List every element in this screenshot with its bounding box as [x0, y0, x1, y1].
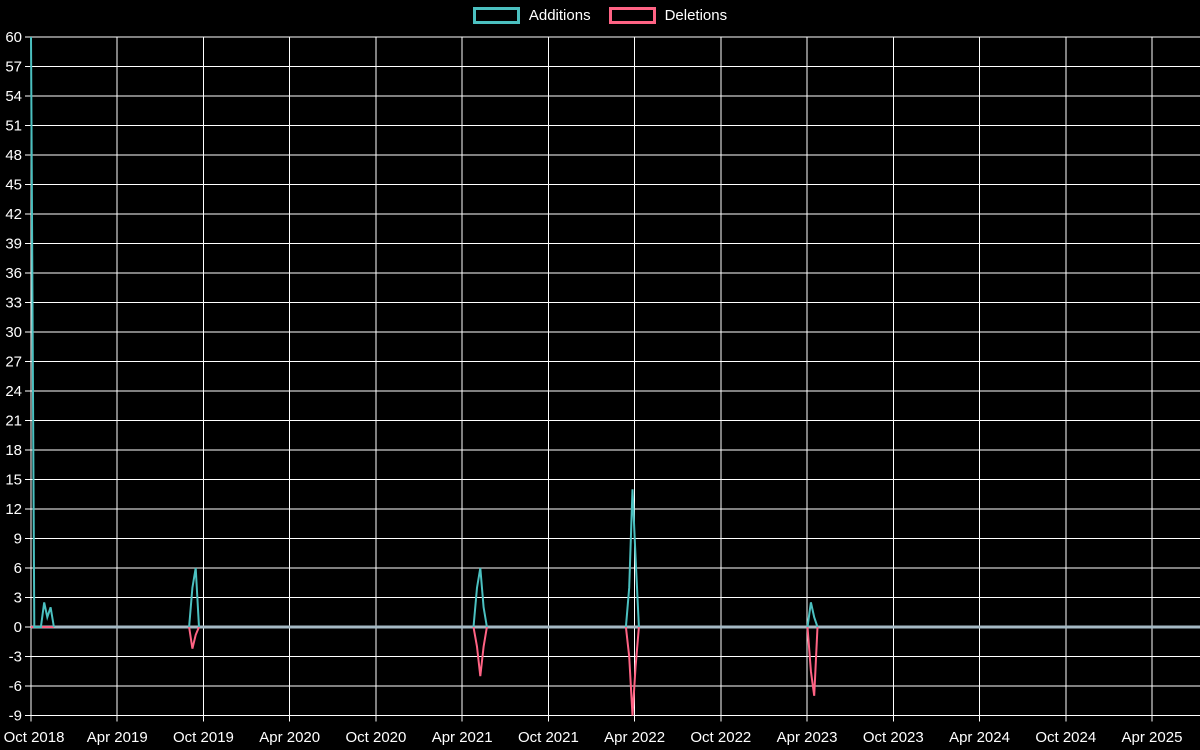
x-tick-label: Oct 2023: [863, 729, 924, 746]
y-tick-label: -9: [9, 707, 22, 724]
y-tick-label: 57: [5, 59, 22, 76]
x-tick-label: Apr 2021: [432, 729, 493, 746]
y-tick-label: 9: [14, 531, 22, 548]
y-tick-label: 24: [5, 383, 22, 400]
y-tick-label: 30: [5, 324, 22, 341]
y-tick-label: 21: [5, 413, 22, 430]
deletions-swatch-icon: [608, 7, 656, 24]
deletions-line: [472, 626, 488, 677]
y-tick-label: 36: [5, 265, 22, 282]
chart-legend: Additions Deletions: [0, 7, 1200, 24]
x-tick-label: Oct 2018: [4, 729, 65, 746]
x-tick-label: Apr 2024: [949, 729, 1010, 746]
y-tick-label: 15: [5, 472, 22, 489]
y-tick-label: 39: [5, 236, 22, 253]
additions-line: [188, 567, 200, 628]
x-tick-label: Oct 2022: [690, 729, 751, 746]
additions-line: [472, 567, 488, 628]
x-tick-label: Apr 2022: [604, 729, 665, 746]
y-tick-label: 12: [5, 501, 22, 518]
y-tick-label: -3: [9, 648, 22, 665]
x-tick-label: Oct 2021: [518, 729, 579, 746]
y-tick-label: 60: [5, 29, 22, 46]
x-tick-label: Oct 2020: [345, 729, 406, 746]
x-tick-label: Apr 2023: [777, 729, 838, 746]
legend-label-deletions: Deletions: [664, 7, 728, 24]
deletions-line: [188, 626, 200, 649]
legend-item-deletions[interactable]: Deletions: [608, 7, 728, 24]
y-tick-label: 33: [5, 295, 22, 312]
y-tick-label: 42: [5, 206, 22, 223]
x-tick-label: Apr 2019: [87, 729, 148, 746]
y-tick-label: 45: [5, 177, 22, 194]
y-tick-label: 18: [5, 442, 22, 459]
y-tick-label: 48: [5, 147, 22, 164]
y-tick-label: 0: [14, 619, 22, 636]
deletions-line: [624, 626, 640, 716]
additions-line: [30, 36, 55, 628]
y-tick-label: 54: [5, 88, 22, 105]
additions-line: [624, 489, 640, 628]
legend-item-additions[interactable]: Additions: [472, 7, 591, 24]
deletions-line: [806, 626, 819, 696]
x-tick-label: Apr 2025: [1122, 729, 1183, 746]
y-tick-label: -6: [9, 678, 22, 695]
x-tick-label: Apr 2020: [259, 729, 320, 746]
x-tick-label: Oct 2019: [173, 729, 234, 746]
y-tick-label: 27: [5, 354, 22, 371]
x-tick-label: Oct 2024: [1035, 729, 1096, 746]
legend-label-additions: Additions: [528, 7, 591, 24]
y-tick-label: 51: [5, 118, 22, 135]
y-tick-label: 6: [14, 560, 22, 577]
additions-line: [806, 602, 819, 628]
additions-swatch-icon: [472, 7, 520, 24]
y-tick-label: 3: [14, 590, 22, 607]
